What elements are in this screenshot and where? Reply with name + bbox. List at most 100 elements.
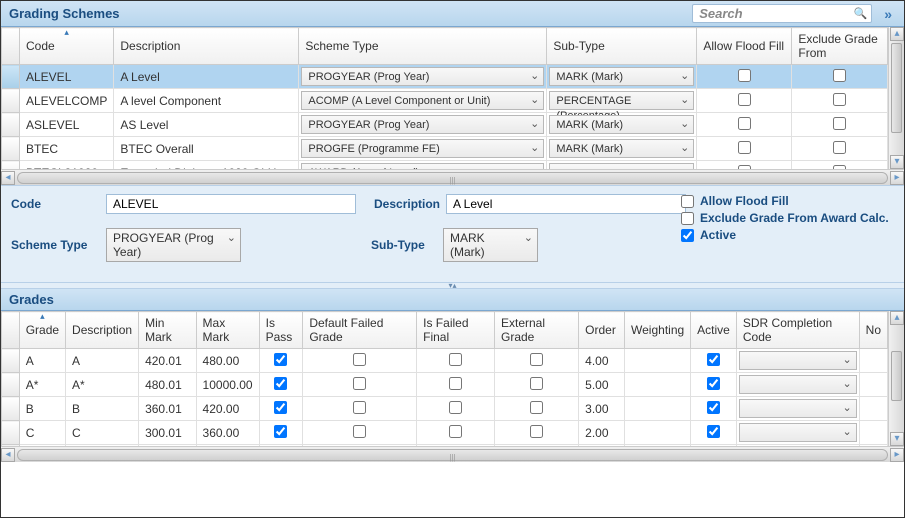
col-no[interactable]: No [859,312,887,349]
col-active[interactable]: Active [691,312,737,349]
cell-flood-checkbox[interactable] [738,93,751,106]
col-scheme-type[interactable]: Scheme Type [299,28,547,65]
form-allow-flood-checkbox[interactable] [681,195,694,208]
cell-sdr-select[interactable] [739,375,857,394]
cell-failfinal-checkbox[interactable] [449,425,462,438]
cell-failfinal-checkbox[interactable] [449,401,462,414]
col-order[interactable]: Order [579,312,625,349]
cell-sdr-select[interactable] [739,423,857,442]
cell-scheme-type[interactable]: PROGYEAR (Prog Year) [301,115,544,134]
cell-deffail-checkbox[interactable] [353,401,366,414]
row-selector[interactable] [2,65,20,89]
scroll-thumb[interactable] [891,43,902,133]
cell-active-checkbox[interactable] [707,377,720,390]
scroll-down-icon[interactable]: ▾ [890,432,904,446]
cell-pass-checkbox[interactable] [274,401,287,414]
cell-exclude-checkbox[interactable] [833,69,846,82]
row-selector[interactable] [2,397,20,421]
col-sub-type[interactable]: Sub-Type [547,28,697,65]
cell-pass-checkbox[interactable] [274,353,287,366]
cell-flood-checkbox[interactable] [738,69,751,82]
cell-sub-type[interactable]: PERCENTAGE (Percentage) [549,91,694,110]
cell-exclude-checkbox[interactable] [833,117,846,130]
scroll-up-icon[interactable]: ▴ [890,27,904,41]
cell-pass-checkbox[interactable] [274,377,287,390]
cell-flood-checkbox[interactable] [738,141,751,154]
schemes-hscroll[interactable]: ◂ ||| ▸ [1,169,904,185]
scheme-row[interactable]: ALEVELCOMPA level ComponentACOMP (A Leve… [2,89,888,113]
schemes-vscroll[interactable]: ▴ ▾ [888,27,904,169]
cell-external-checkbox[interactable] [530,401,543,414]
cell-deffail-checkbox[interactable] [353,353,366,366]
col-description[interactable]: Description [114,28,299,65]
grade-row[interactable]: A*A*480.0110000.005.00 [2,373,888,397]
cell-sub-type[interactable]: MARK (Mark) [549,139,694,158]
scheme-row[interactable]: ALEVELA LevelPROGYEAR (Prog Year)MARK (M… [2,65,888,89]
row-selector[interactable] [2,89,20,113]
cell-scheme-type[interactable]: PROGFE (Programme FE) [301,139,544,158]
col-external-grade[interactable]: External Grade [494,312,578,349]
cell-sdr-select[interactable] [739,399,857,418]
col-sdr[interactable]: SDR Completion Code [736,312,859,349]
col-is-failed-final[interactable]: Is Failed Final [417,312,495,349]
scroll-down-icon[interactable]: ▾ [890,155,904,169]
scroll-right-icon[interactable]: ▸ [890,448,904,462]
grade-row[interactable]: BB360.01420.003.00 [2,397,888,421]
cell-grade-desc: A [66,349,139,373]
cell-deffail-checkbox[interactable] [353,377,366,390]
grade-row[interactable]: CC300.01360.002.00 [2,421,888,445]
cell-external-checkbox[interactable] [530,377,543,390]
row-selector[interactable] [2,421,20,445]
cell-failfinal-checkbox[interactable] [449,377,462,390]
scheme-row[interactable]: ASLEVELAS LevelPROGYEAR (Prog Year)MARK … [2,113,888,137]
cell-sub-type[interactable]: MARK (Mark) [549,67,694,86]
scroll-up-icon[interactable]: ▴ [890,311,904,325]
form-sub-select[interactable]: MARK (Mark) [443,228,538,262]
col-code[interactable]: ▴Code [20,28,114,65]
col-allow-flood[interactable]: Allow Flood Fill [697,28,792,65]
scroll-right-icon[interactable]: ▸ [890,171,904,185]
cell-scheme-type[interactable]: ACOMP (A Level Component or Unit) [301,91,544,110]
col-is-pass[interactable]: Is Pass [259,312,303,349]
search-icon[interactable]: 🔍 [854,7,868,20]
row-selector[interactable] [2,113,20,137]
cell-active-checkbox[interactable] [707,401,720,414]
grades-vscroll[interactable]: ▴ ▾ [888,311,904,446]
form-active-checkbox[interactable] [681,229,694,242]
cell-exclude-checkbox[interactable] [833,93,846,106]
col-weighting[interactable]: Weighting [625,312,691,349]
col-default-failed[interactable]: Default Failed Grade [303,312,417,349]
cell-failfinal-checkbox[interactable] [449,353,462,366]
cell-scheme-type[interactable]: PROGYEAR (Prog Year) [301,67,544,86]
form-scheme-select[interactable]: PROGYEAR (Prog Year) [106,228,241,262]
row-selector[interactable] [2,349,20,373]
form-exclude-checkbox[interactable] [681,212,694,225]
scroll-thumb[interactable] [891,351,902,401]
cell-external-checkbox[interactable] [530,353,543,366]
form-code-input[interactable] [106,194,356,214]
row-selector[interactable] [2,373,20,397]
col-grade-description[interactable]: Description [66,312,139,349]
row-selector[interactable] [2,137,20,161]
cell-external-checkbox[interactable] [530,425,543,438]
collapse-icon[interactable]: » [880,6,896,22]
scroll-left-icon[interactable]: ◂ [1,448,15,462]
col-grade[interactable]: ▴Grade [19,312,65,349]
cell-flood-checkbox[interactable] [738,117,751,130]
search-input[interactable]: Search 🔍 [692,4,872,23]
grade-row[interactable]: AA420.01480.004.00 [2,349,888,373]
grades-hscroll[interactable]: ◂ ||| ▸ [1,446,904,462]
col-exclude-grade[interactable]: Exclude Grade From [792,28,888,65]
cell-pass-checkbox[interactable] [274,425,287,438]
cell-deffail-checkbox[interactable] [353,425,366,438]
cell-active-checkbox[interactable] [707,353,720,366]
scheme-row[interactable]: BTECBTEC OverallPROGFE (Programme FE)MAR… [2,137,888,161]
scroll-left-icon[interactable]: ◂ [1,171,15,185]
col-min-mark[interactable]: Min Mark [139,312,196,349]
cell-sub-type[interactable]: MARK (Mark) [549,115,694,134]
cell-exclude-checkbox[interactable] [833,141,846,154]
col-max-mark[interactable]: Max Mark [196,312,259,349]
cell-active-checkbox[interactable] [707,425,720,438]
cell-sdr-select[interactable] [739,351,857,370]
form-description-input[interactable] [446,194,686,214]
